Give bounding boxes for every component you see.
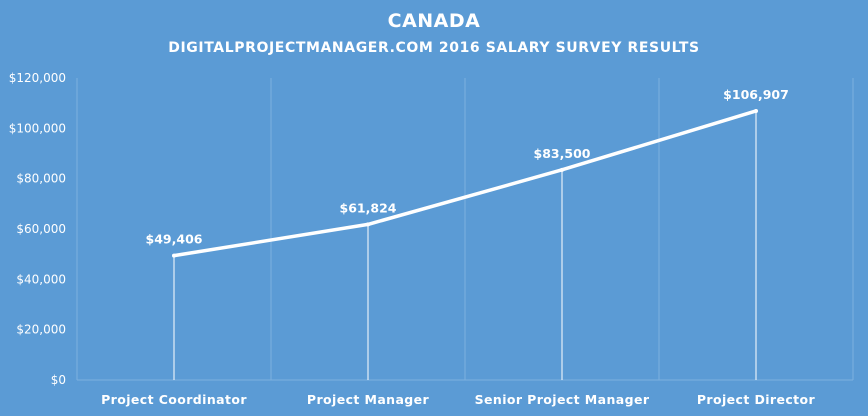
y-tick-label: $0	[51, 373, 66, 387]
y-tick-label: $40,000	[16, 272, 66, 286]
chart-title: CANADA	[387, 10, 481, 32]
series-line	[172, 109, 758, 258]
y-tick-label: $100,000	[9, 121, 66, 135]
data-label: $83,500	[534, 146, 591, 161]
y-tick-label: $20,000	[16, 323, 66, 337]
y-tick-label: $80,000	[16, 172, 66, 186]
data-point	[172, 253, 176, 258]
x-category-label: Project Director	[697, 392, 816, 407]
data-label: $61,824	[340, 200, 397, 215]
data-label: $106,907	[723, 87, 789, 102]
y-tick-label: $60,000	[16, 222, 66, 236]
data-point	[754, 108, 758, 113]
chart-subtitle: DIGITALPROJECTMANAGER.COM 2016 SALARY SU…	[168, 40, 700, 56]
y-tick-label: $120,000	[9, 71, 66, 85]
data-point	[366, 222, 370, 227]
x-category-label: Senior Project Manager	[475, 392, 650, 407]
data-label: $49,406	[146, 232, 203, 247]
x-category-label: Project Manager	[307, 392, 430, 407]
x-category-label: Project Coordinator	[101, 392, 247, 407]
data-point	[560, 167, 564, 172]
